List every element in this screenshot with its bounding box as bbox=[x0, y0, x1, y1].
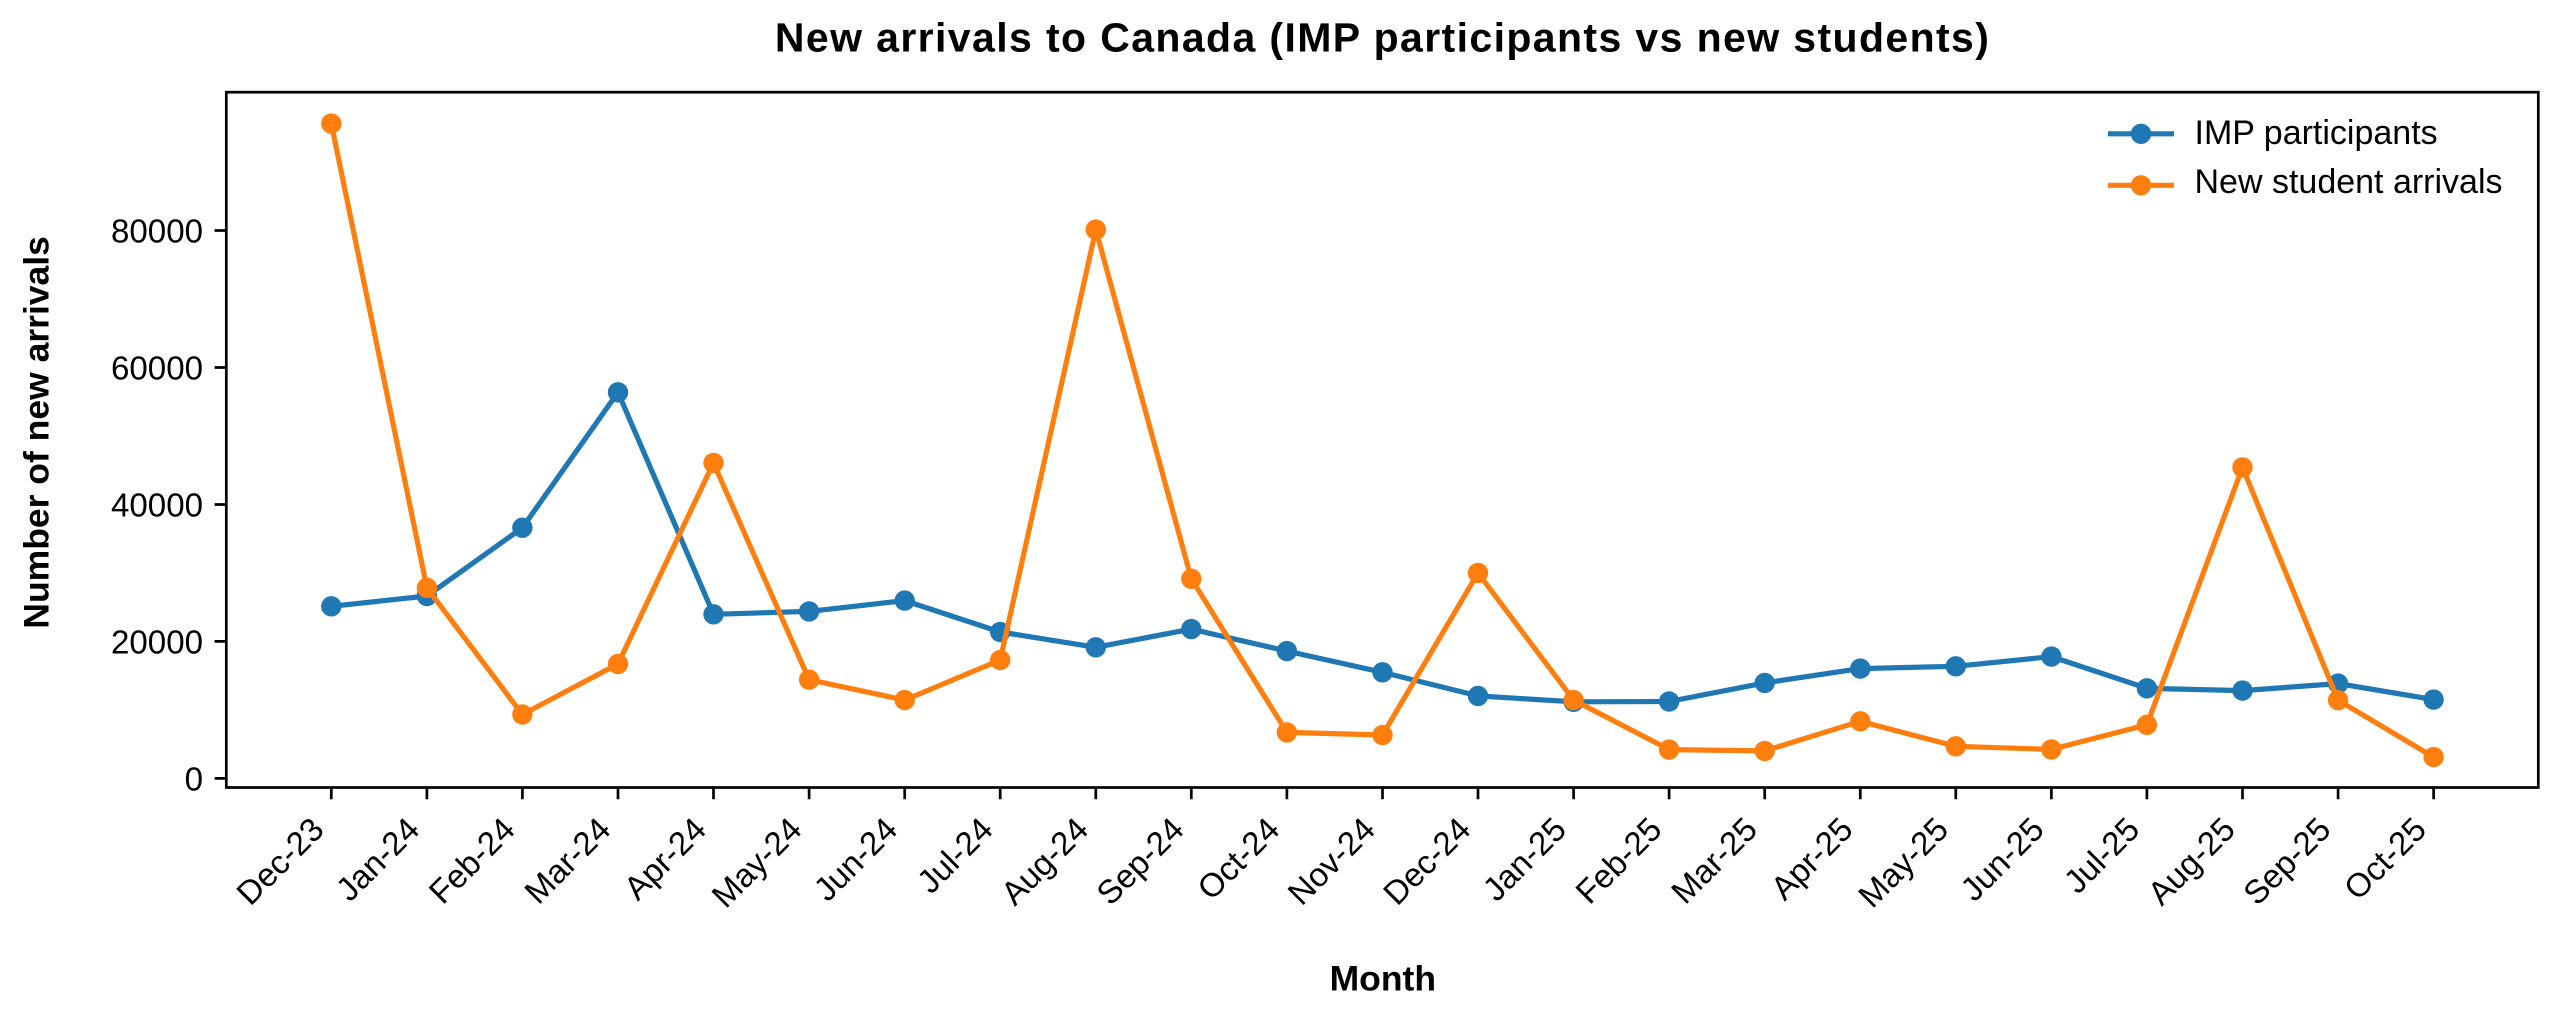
svg-text:Month: Month bbox=[1330, 959, 1436, 999]
svg-text:New student arrivals: New student arrivals bbox=[2195, 163, 2503, 201]
svg-text:0: 0 bbox=[185, 761, 203, 798]
svg-text:80000: 80000 bbox=[111, 213, 203, 250]
svg-text:New arrivals to Canada (IMP pa: New arrivals to Canada (IMP participants… bbox=[775, 15, 1990, 61]
svg-text:20000: 20000 bbox=[111, 624, 203, 661]
svg-text:Number of new arrivals: Number of new arrivals bbox=[17, 236, 57, 629]
svg-text:IMP participants: IMP participants bbox=[2195, 114, 2438, 152]
svg-text:60000: 60000 bbox=[111, 350, 203, 387]
svg-text:40000: 40000 bbox=[111, 487, 203, 524]
